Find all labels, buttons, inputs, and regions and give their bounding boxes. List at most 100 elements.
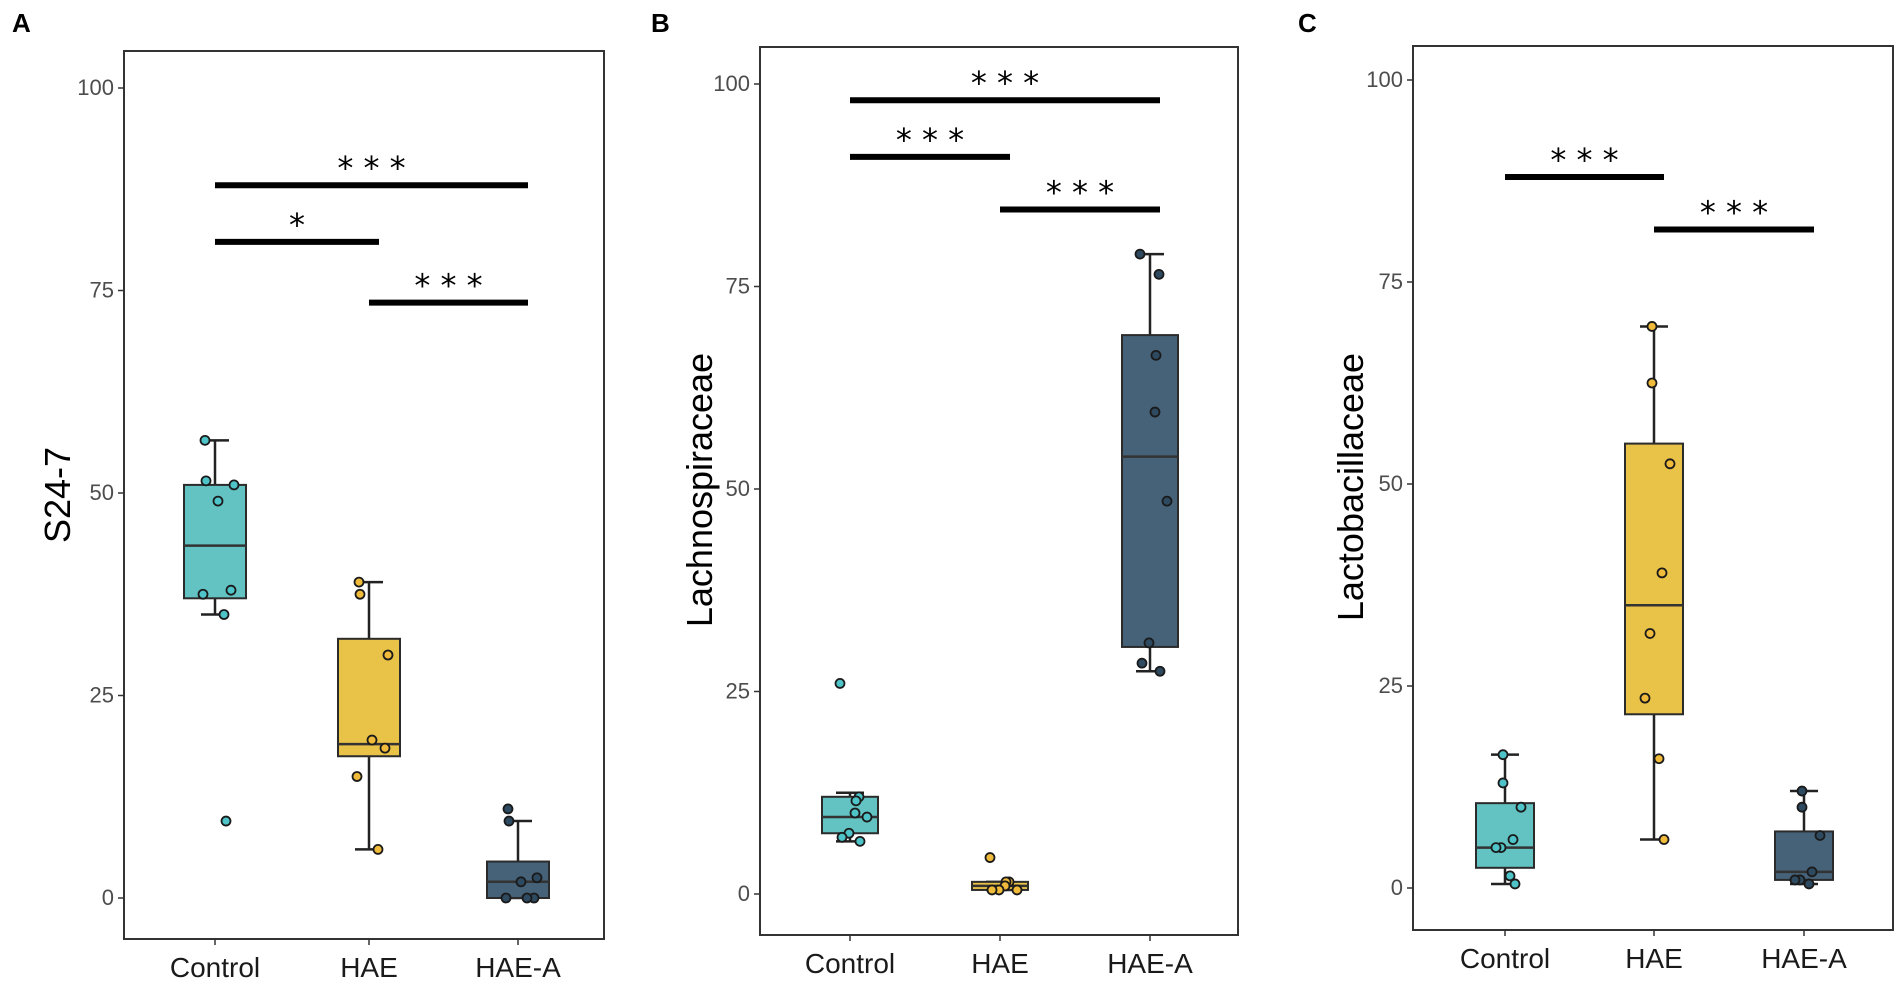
panel-b: B 0 25 50 75 100 Lachnospiraceae Control HAE HAE-… xyxy=(651,8,1239,979)
significance-label: * * * xyxy=(337,149,405,187)
y-axis-label: S24-7 xyxy=(37,447,78,543)
data-point xyxy=(1796,785,1808,797)
data-point xyxy=(1803,878,1815,890)
data-point xyxy=(1515,801,1527,813)
data-point xyxy=(1646,321,1658,332)
box-hae xyxy=(1624,325,1684,841)
data-point xyxy=(1653,753,1665,765)
data-point xyxy=(220,815,232,827)
box-iqr xyxy=(1475,802,1535,869)
data-point xyxy=(225,584,237,596)
data-point xyxy=(1658,834,1670,845)
data-point xyxy=(1646,377,1658,389)
data-point xyxy=(1497,777,1509,789)
data-point xyxy=(1154,665,1166,677)
data-point xyxy=(1507,834,1519,845)
data-point xyxy=(1664,458,1676,470)
data-point xyxy=(1153,268,1165,280)
panel-c: C 0 25 50 75 100 Lactobacillaceae Control HAE HAE… xyxy=(1298,8,1894,974)
box-iqr xyxy=(1624,442,1684,716)
data-point xyxy=(1504,870,1516,882)
data-point xyxy=(379,742,391,754)
data-point xyxy=(1136,657,1148,669)
y-tick-label: 25 xyxy=(90,683,114,708)
panel-a: A 0 25 50 75 100 S24-7 Control HAE HAE-A * * * * * *… xyxy=(12,8,605,983)
data-point xyxy=(986,884,998,896)
plot-frame xyxy=(759,46,1239,936)
significance-label: * * * xyxy=(896,121,964,159)
data-point xyxy=(1134,248,1146,260)
data-point xyxy=(1161,495,1173,507)
data-point xyxy=(200,475,212,487)
data-point xyxy=(531,872,543,884)
y-tick-label: 100 xyxy=(713,71,750,96)
data-point xyxy=(1143,637,1155,649)
data-point xyxy=(1497,749,1509,761)
y-tick-label: 75 xyxy=(726,274,750,299)
significance-label: * * * xyxy=(1700,193,1768,231)
data-point xyxy=(500,892,512,904)
data-point xyxy=(1656,567,1668,579)
y-tick-label: 0 xyxy=(102,885,114,910)
data-point xyxy=(503,815,515,827)
data-point xyxy=(1806,866,1818,878)
data-point xyxy=(854,835,866,847)
data-point xyxy=(1150,349,1162,361)
x-tick-label: HAE xyxy=(1625,943,1683,974)
data-point xyxy=(834,678,846,689)
data-point xyxy=(1149,406,1161,418)
panel-letter: B xyxy=(651,8,670,38)
data-point xyxy=(861,811,873,823)
x-tick-label: Control xyxy=(805,948,895,979)
data-point xyxy=(1639,692,1651,704)
data-point xyxy=(515,876,527,888)
y-tick-label: 50 xyxy=(1379,471,1403,496)
significance-label: * * * xyxy=(414,267,482,305)
x-tick-label: Control xyxy=(1460,943,1550,974)
significance-label: * * * xyxy=(1046,174,1114,212)
y-axis-label: Lachnospiraceae xyxy=(679,353,720,627)
y-axis-label: Lactobacillaceae xyxy=(1330,353,1371,621)
y-tick-label: 75 xyxy=(90,278,114,303)
x-tick-label: HAE xyxy=(340,952,398,983)
data-point xyxy=(1644,628,1656,639)
x-tick-label: HAE-A xyxy=(1761,943,1847,974)
data-point xyxy=(228,479,240,491)
y-tick-label: 100 xyxy=(1366,67,1403,92)
data-point xyxy=(218,609,230,620)
y-tick-label: 50 xyxy=(90,480,114,505)
data-point xyxy=(850,795,862,807)
x-tick-label: HAE xyxy=(971,948,1029,979)
y-tick-label: 100 xyxy=(77,75,114,100)
data-point xyxy=(382,649,394,661)
data-point xyxy=(1011,884,1023,896)
box-hae xyxy=(337,580,401,851)
plot-frame xyxy=(123,50,605,940)
y-tick-label: 0 xyxy=(1391,875,1403,900)
data-point xyxy=(372,844,384,855)
significance-label: * xyxy=(289,206,305,244)
y-tick-label: 75 xyxy=(1379,269,1403,294)
data-point xyxy=(1796,801,1808,813)
panel-letter: A xyxy=(12,8,31,38)
data-point xyxy=(354,588,366,600)
data-point xyxy=(521,892,533,904)
data-point xyxy=(366,734,378,746)
data-point xyxy=(353,576,365,588)
data-point xyxy=(1509,878,1521,890)
box-control xyxy=(1475,753,1535,886)
data-point xyxy=(1814,830,1826,841)
y-tick-label: 25 xyxy=(726,679,750,704)
box-control xyxy=(183,439,247,616)
significance-label: * * * xyxy=(1550,141,1618,179)
y-tick-label: 25 xyxy=(1379,673,1403,698)
box-hae-a xyxy=(486,819,550,900)
data-point xyxy=(197,588,209,600)
y-tick-label: 50 xyxy=(726,476,750,501)
y-tick-label: 0 xyxy=(738,881,750,906)
significance-label: * * * xyxy=(971,64,1039,102)
box-hae-a xyxy=(1121,252,1179,673)
data-point xyxy=(1789,874,1801,886)
x-tick-label: HAE-A xyxy=(1107,948,1193,979)
